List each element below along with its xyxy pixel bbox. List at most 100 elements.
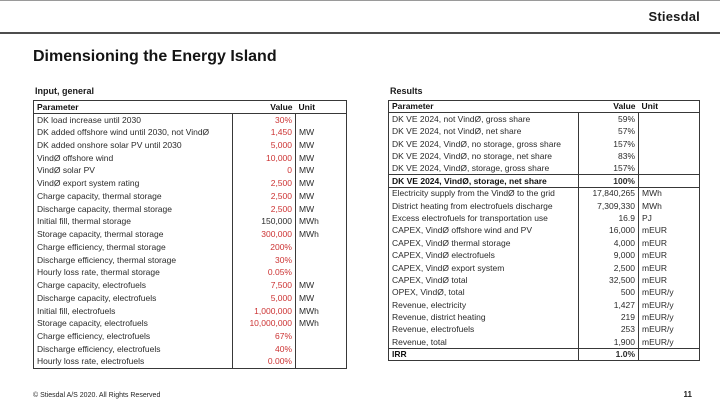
value-cell: 150,000: [232, 215, 296, 228]
parameter-cell: Charge capacity, electrofuels: [37, 280, 146, 291]
parameter-cell: IRR: [388, 347, 579, 361]
value-cell: 500: [578, 286, 639, 299]
results-table-section: Results Parameter Value Unit DK VE 2024, n…: [388, 86, 700, 362]
value-cell: 2,500: [232, 177, 296, 190]
parameter-cell: Initial fill, electrofuels: [37, 305, 116, 316]
unit-cell: [295, 342, 347, 356]
unit-cell: [638, 174, 700, 188]
value-cell: 1,900: [578, 335, 639, 349]
unit-cell: [295, 113, 347, 126]
table-row: Discharge efficiency, electrofuels 40%: [34, 342, 347, 356]
table-row: Revenue, total 1,900 mEUR/y: [389, 335, 700, 349]
results-table-header-row: Parameter Value Unit: [388, 100, 700, 114]
table-row: VindØ offshore wind 10,000 MW: [34, 151, 347, 165]
unit-cell: [295, 266, 347, 279]
value-cell: 83%: [578, 150, 639, 163]
unit-cell: mEUR/y: [638, 335, 700, 349]
parameter-cell: DK VE 2024, not VindØ, gross share: [392, 114, 531, 125]
parameter-cell: DK load increase until 2030: [37, 114, 141, 125]
value-cell: 7,500: [232, 279, 296, 292]
table-row: DK load increase until 2030 30%: [34, 113, 347, 126]
input-table-section: Input, general Parameter Value Unit DK loa…: [33, 86, 347, 369]
unit-cell: MWh: [638, 187, 700, 200]
unit-cell: [638, 162, 700, 175]
column-header: Parameter: [33, 100, 233, 114]
parameter-cell: Storage capacity, thermal storage: [37, 229, 164, 240]
value-cell: 1,427: [578, 298, 639, 312]
page-number: 11: [683, 390, 692, 399]
value-cell: 7,309,330: [578, 199, 639, 213]
value-cell: 2,500: [232, 202, 296, 216]
value-cell: 32,500: [578, 273, 639, 287]
value-cell: 2,500: [578, 261, 639, 274]
table-row: Revenue, electricity 1,427 mEUR/y: [389, 298, 700, 312]
value-cell: 0.00%: [232, 355, 296, 369]
parameter-cell: DK added offshore wind until 2030, not V…: [37, 127, 210, 138]
value-cell: 100%: [578, 174, 639, 188]
table-row: Hourly loss rate, electrofuels 0.00%: [34, 355, 347, 369]
column-header: Unit: [638, 100, 700, 114]
parameter-cell: OPEX, VindØ, total: [392, 287, 465, 298]
value-cell: 0: [232, 164, 296, 177]
value-cell: 9,000: [578, 249, 639, 262]
unit-cell: mEUR/y: [638, 311, 700, 324]
unit-cell: mEUR: [638, 273, 700, 287]
parameter-cell: DK VE 2024, VindØ, no storage, gross sha…: [392, 138, 561, 149]
unit-cell: MWh: [295, 317, 347, 330]
table-row: Revenue, electrofuels 253 mEUR/y: [389, 323, 700, 336]
parameter-cell: VindØ export system rating: [37, 178, 140, 189]
unit-cell: [638, 150, 700, 163]
unit-cell: [638, 112, 700, 126]
parameter-cell: Revenue, electricity: [392, 299, 467, 310]
table-row: DK VE 2024, VindØ, storage, gross share 1…: [389, 162, 700, 175]
value-cell: 30%: [232, 113, 296, 126]
parameter-cell: District heating from electrofuels disch…: [392, 200, 553, 211]
value-cell: 10,000: [232, 151, 296, 165]
parameter-cell: Excess electrofuels for transportation u…: [392, 212, 548, 223]
column-header: Parameter: [388, 100, 579, 114]
table-row: Initial fill, electrofuels 1,000,000 MWh: [34, 304, 347, 318]
header-bar: Stiesdal: [0, 1, 720, 34]
value-cell: 157%: [578, 162, 639, 175]
value-cell: 59%: [578, 112, 639, 126]
parameter-cell: CAPEX, VindØ total: [392, 274, 468, 285]
input-table-header-row: Parameter Value Unit: [33, 100, 347, 114]
unit-cell: mEUR: [638, 236, 700, 250]
parameter-cell: CAPEX, VindØ thermal storage: [392, 237, 511, 248]
table-row: District heating from electrofuels disch…: [389, 199, 700, 213]
table-row: DK added offshore wind until 2030, not V…: [34, 126, 347, 139]
column-header: Value: [232, 100, 296, 114]
parameter-cell: Charge efficiency, thermal storage: [37, 241, 166, 252]
table-row: OPEX, VindØ, total 500 mEUR/y: [389, 286, 700, 299]
value-cell: 57%: [578, 125, 639, 138]
input-table-label: Input, general: [35, 86, 95, 96]
parameter-cell: Revenue, total: [392, 336, 447, 347]
value-cell: 30%: [232, 253, 296, 267]
table-row: Charge capacity, thermal storage 2,500 MW: [34, 189, 347, 203]
unit-cell: MWh: [295, 215, 347, 228]
table-row: Discharge capacity, electrofuels 5,000 MW: [34, 291, 347, 305]
brand-logo: Stiesdal: [648, 9, 700, 24]
unit-cell: mEUR/y: [638, 286, 700, 299]
table-row: CAPEX, VindØ offshore wind and PV 16,000 m…: [389, 224, 700, 237]
value-cell: 67%: [232, 330, 296, 343]
table-row: DK VE 2024, VindØ, storage, net share 100…: [388, 174, 700, 188]
unit-cell: MWh: [295, 304, 347, 318]
unit-cell: MW: [295, 177, 347, 190]
table-row: CAPEX, VindØ thermal storage 4,000 mEUR: [389, 236, 700, 250]
parameter-cell: DK VE 2024, VindØ, no storage, net share: [392, 151, 553, 161]
table-row: Storage capacity, electrofuels 10,000,000…: [34, 317, 347, 330]
value-cell: 5,000: [232, 291, 296, 305]
column-header: Value: [578, 100, 639, 114]
value-cell: 4,000: [578, 236, 639, 250]
unit-cell: MWh: [295, 228, 347, 241]
unit-cell: MW: [295, 151, 347, 165]
value-cell: 16.9: [578, 212, 639, 225]
results-table-label: Results: [390, 86, 423, 96]
results-table: Parameter Value Unit DK VE 2024, not VindØ…: [388, 100, 700, 362]
unit-cell: [295, 253, 347, 267]
table-row: Discharge efficiency, thermal storage 30%: [34, 253, 347, 267]
parameter-cell: CAPEX, VindØ export system: [392, 262, 505, 273]
table-row: Charge capacity, electrofuels 7,500 MW: [34, 279, 347, 292]
